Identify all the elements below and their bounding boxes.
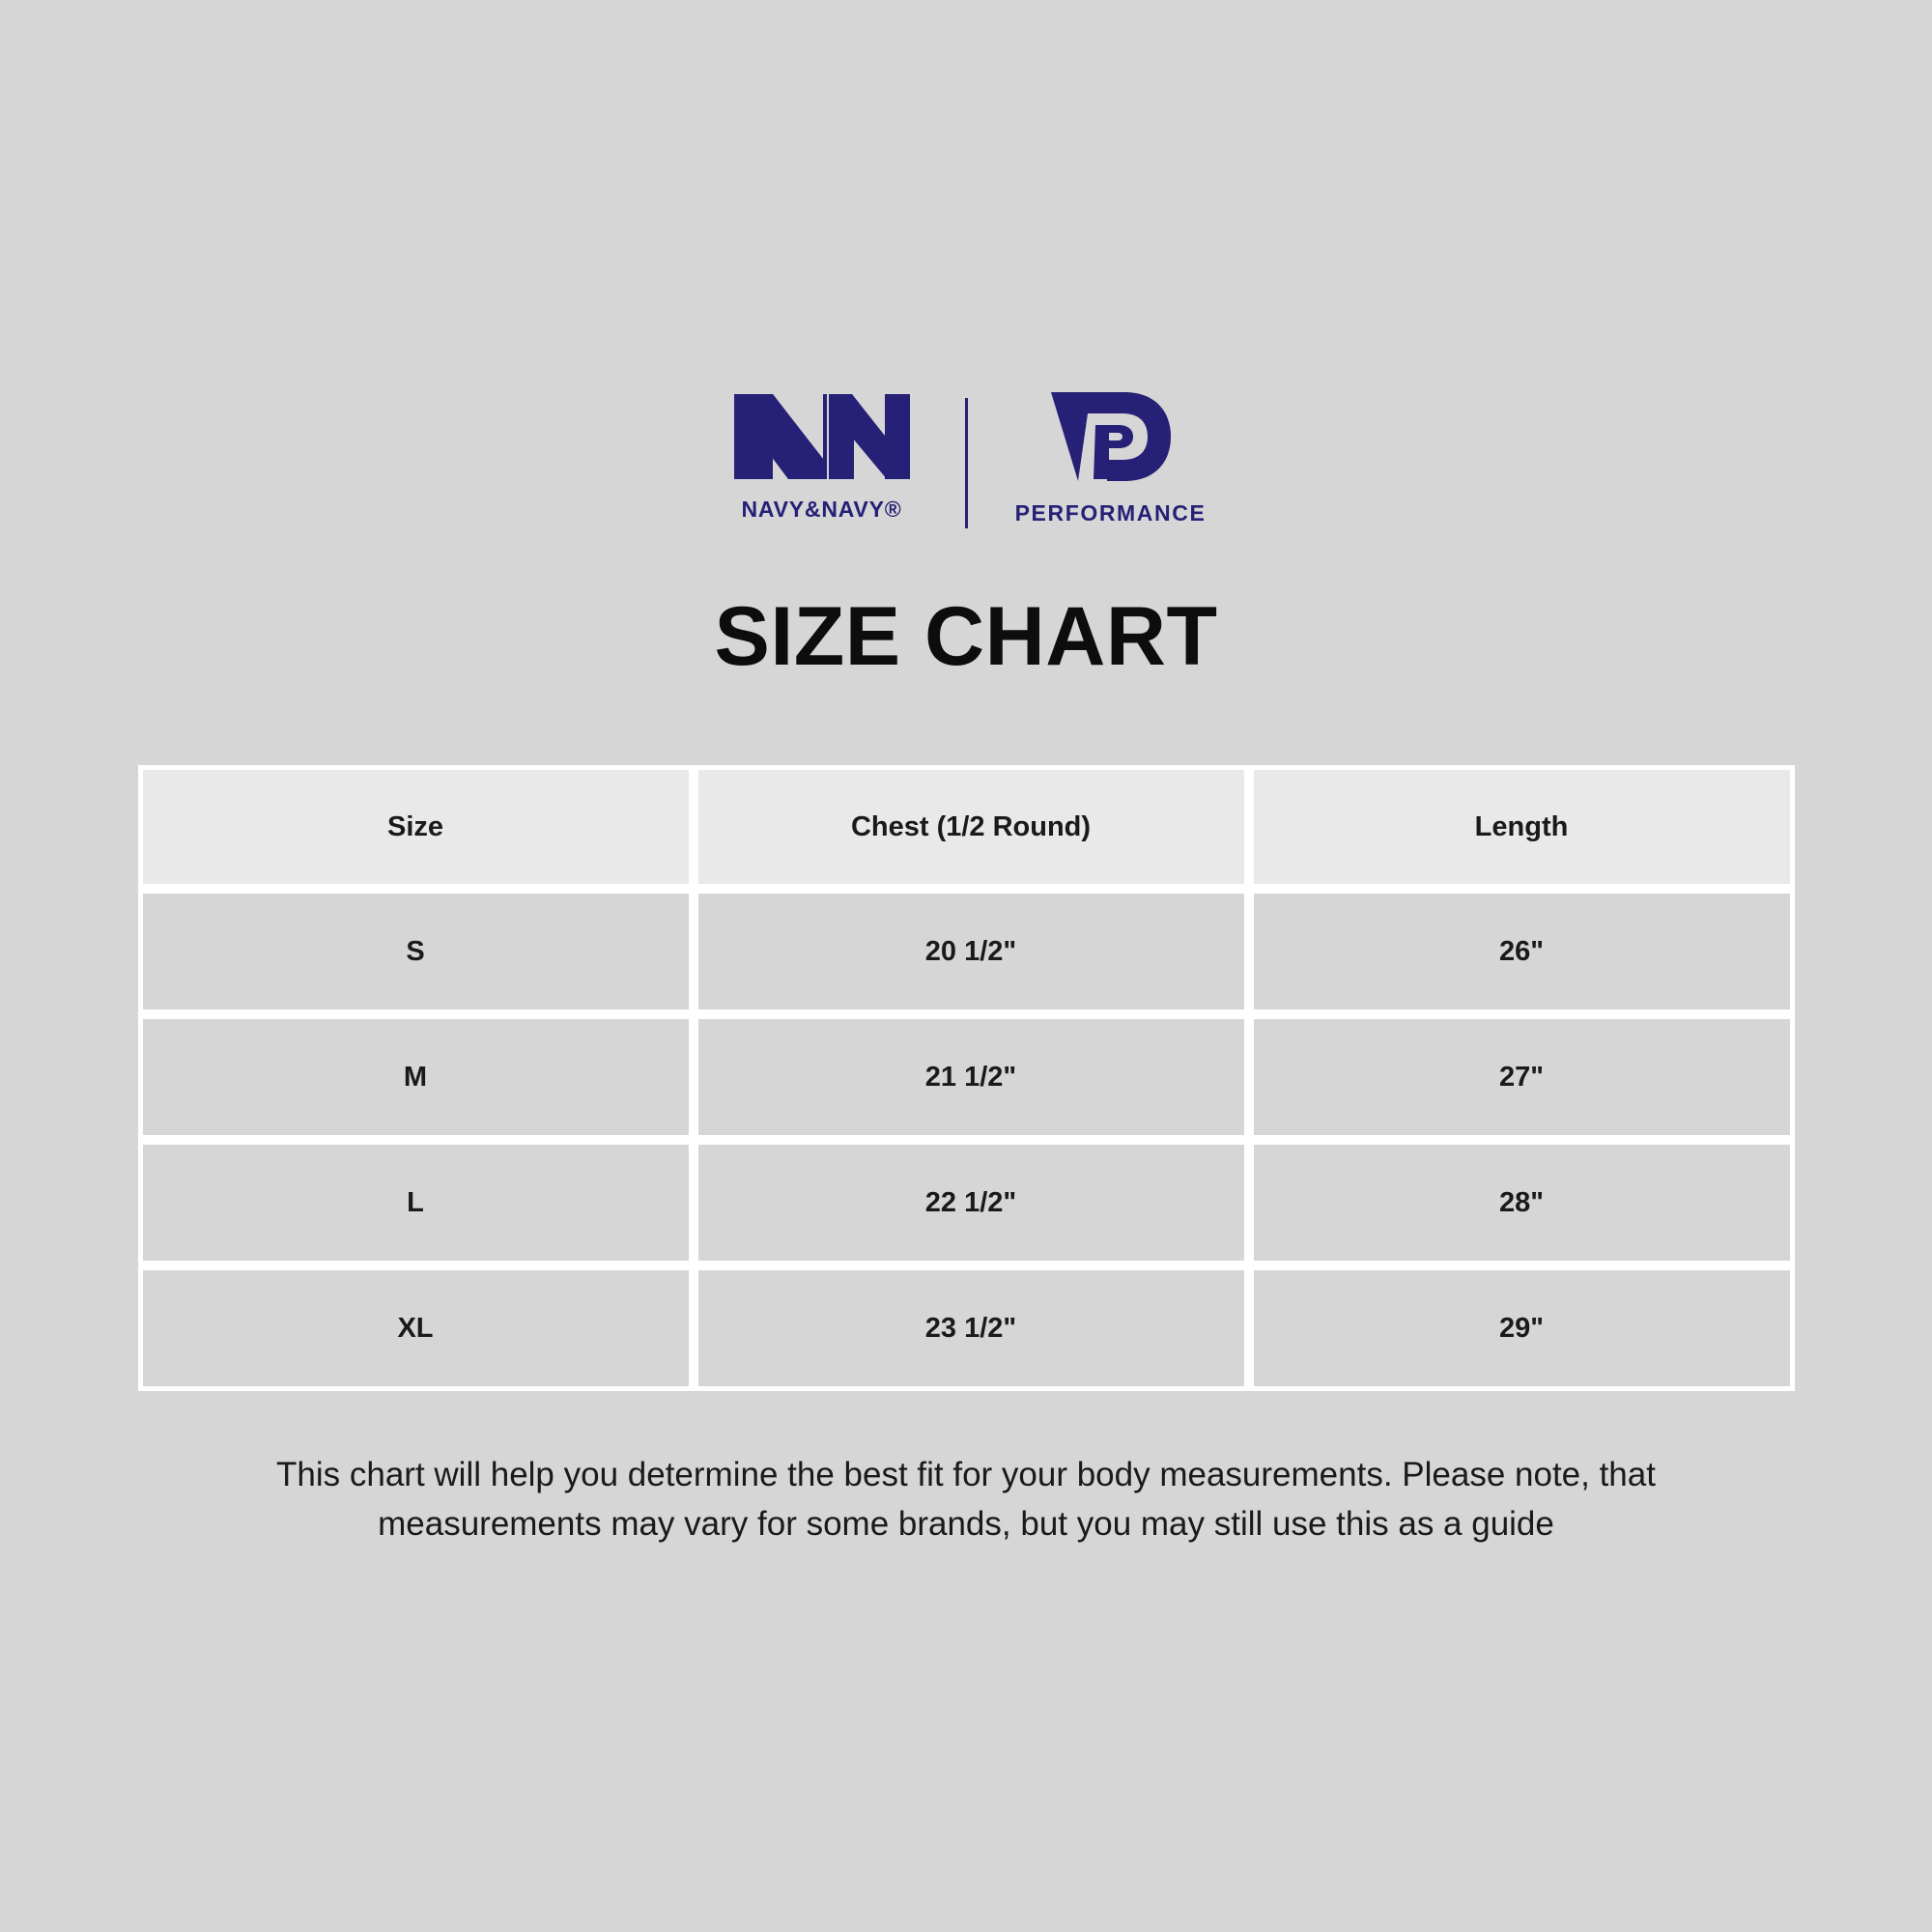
brand-wordmark-navy-and-navy: NAVY&NAVY® xyxy=(741,496,902,522)
cell-size: M xyxy=(137,1014,694,1140)
brand-lockup: NAVY&NAVY® PERFORMANCE xyxy=(696,375,1236,539)
table-row: M 21 1/2" 27" xyxy=(137,1014,1795,1140)
nn-monogram-icon xyxy=(730,392,914,481)
cell-length: 29" xyxy=(1248,1265,1795,1391)
cell-size: L xyxy=(137,1140,694,1265)
brand-divider xyxy=(964,397,968,528)
cell-size: XL xyxy=(137,1265,694,1391)
pd-monogram-icon xyxy=(1049,388,1173,485)
cell-length: 28" xyxy=(1248,1140,1795,1265)
cell-chest: 23 1/2" xyxy=(693,1265,1249,1391)
column-header-length: Length xyxy=(1248,765,1795,889)
cell-size: S xyxy=(137,889,694,1014)
size-chart-table: Size Chest (1/2 Round) Length S 20 1/2" … xyxy=(137,765,1795,1391)
table-row: XL 23 1/2" 29" xyxy=(137,1265,1795,1391)
column-header-chest: Chest (1/2 Round) xyxy=(693,765,1249,889)
cell-chest: 22 1/2" xyxy=(693,1140,1249,1265)
cell-length: 26" xyxy=(1248,889,1795,1014)
brand-navy-and-navy: NAVY&NAVY® xyxy=(696,392,948,523)
cell-chest: 20 1/2" xyxy=(693,889,1249,1014)
cell-length: 27" xyxy=(1248,1014,1795,1140)
table-header-row: Size Chest (1/2 Round) Length xyxy=(137,765,1795,889)
page-title: SIZE CHART xyxy=(714,590,1218,683)
table-row: L 22 1/2" 28" xyxy=(137,1140,1795,1265)
column-header-size: Size xyxy=(137,765,694,889)
table-row: S 20 1/2" 26" xyxy=(137,889,1795,1014)
brand-wordmark-performance: PERFORMANCE xyxy=(1014,499,1207,526)
footer-note: This chart will help you determine the b… xyxy=(276,1456,1656,1543)
brand-performance: PERFORMANCE xyxy=(985,388,1236,526)
cell-chest: 21 1/2" xyxy=(693,1014,1249,1140)
